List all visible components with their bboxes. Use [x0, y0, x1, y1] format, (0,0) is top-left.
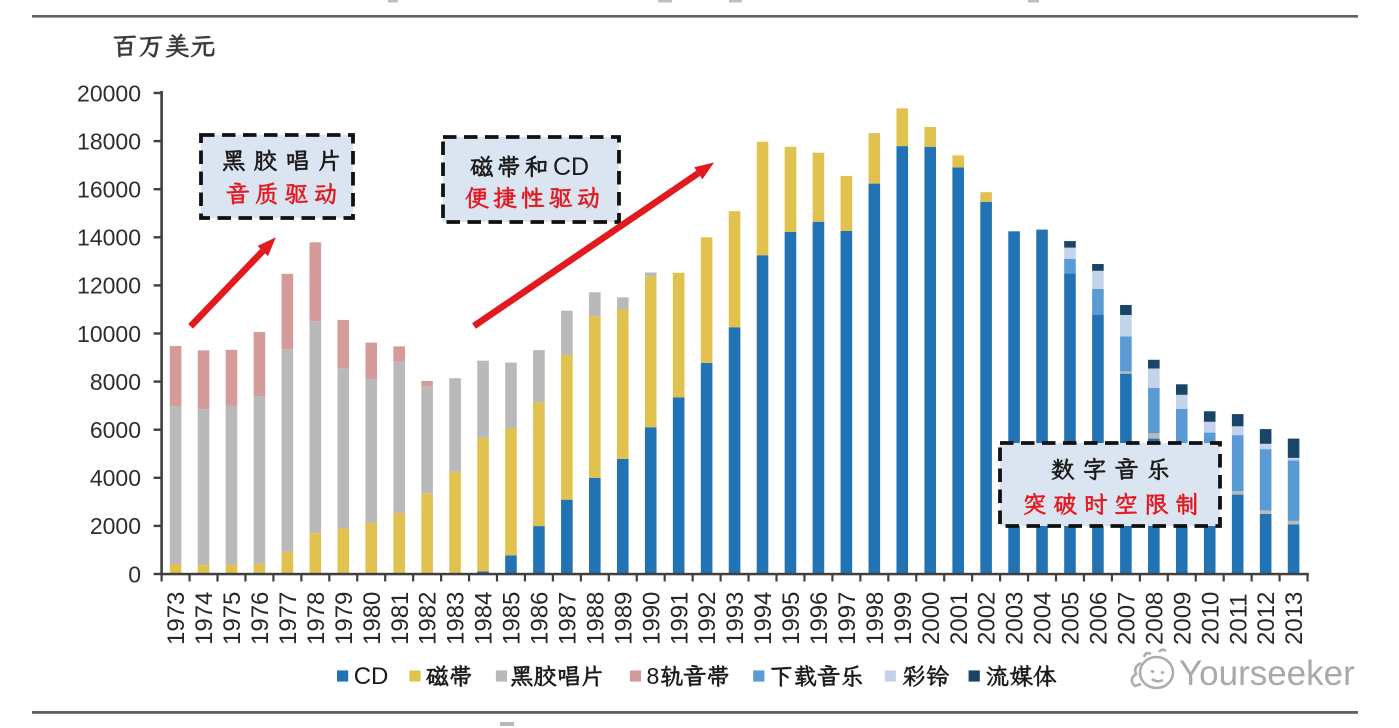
svg-text:14000: 14000	[77, 225, 141, 251]
svg-text:Yourseeker: Yourseeker	[1179, 654, 1355, 693]
svg-text:2009: 2009	[1169, 592, 1196, 645]
svg-text:2011: 2011	[1225, 593, 1252, 645]
svg-text:1981: 1981	[387, 592, 414, 645]
svg-text:4000: 4000	[90, 465, 141, 491]
svg-text:2006: 2006	[1086, 592, 1113, 645]
svg-text:2002: 2002	[974, 592, 1001, 645]
svg-text:18000: 18000	[77, 128, 141, 154]
svg-text:0: 0	[128, 561, 141, 587]
svg-text:1992: 1992	[694, 592, 721, 645]
svg-text:1977: 1977	[275, 592, 302, 645]
svg-text:1998: 1998	[862, 592, 889, 645]
svg-text:1986: 1986	[527, 592, 554, 645]
svg-text:2000: 2000	[918, 592, 945, 645]
svg-text:2001: 2001	[946, 592, 973, 645]
svg-text:20000: 20000	[77, 80, 141, 106]
svg-text:1976: 1976	[247, 592, 274, 645]
svg-text:1973: 1973	[163, 592, 190, 645]
svg-text:2003: 2003	[1002, 592, 1029, 645]
svg-text:2008: 2008	[1141, 592, 1168, 645]
svg-text:1996: 1996	[806, 592, 833, 645]
svg-text:1983: 1983	[443, 592, 470, 645]
svg-text:1978: 1978	[303, 592, 330, 645]
svg-text:10000: 10000	[77, 321, 141, 347]
svg-text:1982: 1982	[415, 592, 442, 645]
svg-text:1990: 1990	[638, 592, 665, 645]
svg-text:6000: 6000	[90, 417, 141, 443]
svg-text:16000: 16000	[77, 177, 141, 203]
svg-text:12000: 12000	[77, 273, 141, 299]
svg-text:2010: 2010	[1197, 592, 1224, 645]
svg-text:1974: 1974	[191, 592, 218, 645]
svg-text:1994: 1994	[750, 592, 777, 645]
svg-text:2007: 2007	[1113, 592, 1140, 645]
svg-text:2013: 2013	[1281, 592, 1308, 645]
svg-text:1993: 1993	[722, 592, 749, 645]
svg-text:2005: 2005	[1058, 592, 1085, 645]
svg-text:2000: 2000	[90, 513, 141, 539]
svg-text:1980: 1980	[359, 592, 386, 645]
svg-text:CD: CD	[553, 153, 589, 181]
svg-text:1989: 1989	[610, 592, 637, 645]
svg-text:1988: 1988	[582, 592, 609, 645]
svg-text:1985: 1985	[499, 592, 526, 645]
svg-text:2004: 2004	[1030, 592, 1057, 645]
svg-text:1984: 1984	[471, 592, 498, 645]
svg-text:1987: 1987	[554, 592, 581, 645]
svg-text:1997: 1997	[834, 592, 861, 645]
svg-text:1975: 1975	[219, 592, 246, 645]
svg-text:2012: 2012	[1253, 592, 1280, 645]
svg-text:1991: 1991	[666, 592, 693, 645]
svg-text:CD: CD	[354, 663, 389, 690]
svg-text:8: 8	[647, 663, 660, 689]
svg-text:1995: 1995	[778, 592, 805, 645]
svg-text:1999: 1999	[890, 592, 917, 645]
svg-text:8000: 8000	[90, 369, 141, 395]
svg-text:1979: 1979	[331, 592, 358, 645]
